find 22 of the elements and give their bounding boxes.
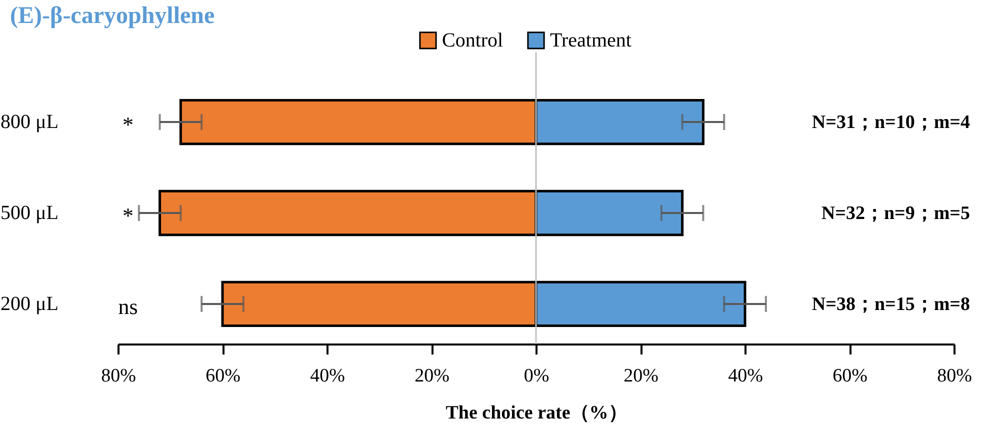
x-tick-label: 40% bbox=[728, 366, 764, 386]
y-tick-label: 500 μL bbox=[0, 202, 58, 224]
x-tick-label: 60% bbox=[832, 366, 868, 386]
annotation: * bbox=[122, 112, 134, 138]
x-tick-label: 60% bbox=[206, 366, 241, 386]
x-axis-title: The choice rate（%） bbox=[446, 402, 628, 424]
x-tick-label: 80% bbox=[101, 366, 136, 386]
x-tick-label: 40% bbox=[310, 366, 346, 386]
legend-label: Treatment bbox=[550, 29, 632, 52]
annotation: ns bbox=[118, 294, 138, 319]
x-tick-label: 20% bbox=[624, 366, 659, 386]
annotation: N=32；n=9；m=5 bbox=[821, 203, 970, 224]
y-tick-label: 800 μL bbox=[0, 111, 58, 134]
x-tick-label: 0% bbox=[524, 366, 550, 386]
x-tick-label: 80% bbox=[937, 366, 972, 386]
annotation: N=38；n=15；m=8 bbox=[812, 294, 970, 315]
annotation: N=31；n=10；m=4 bbox=[812, 112, 970, 134]
annotation: * bbox=[122, 203, 134, 228]
chart-title: (E)-β-caryophyllene bbox=[10, 3, 216, 29]
y-tick-label: 200 μL bbox=[0, 292, 58, 315]
x-tick-label: 20% bbox=[414, 366, 450, 386]
legend-label: Control bbox=[442, 29, 504, 52]
